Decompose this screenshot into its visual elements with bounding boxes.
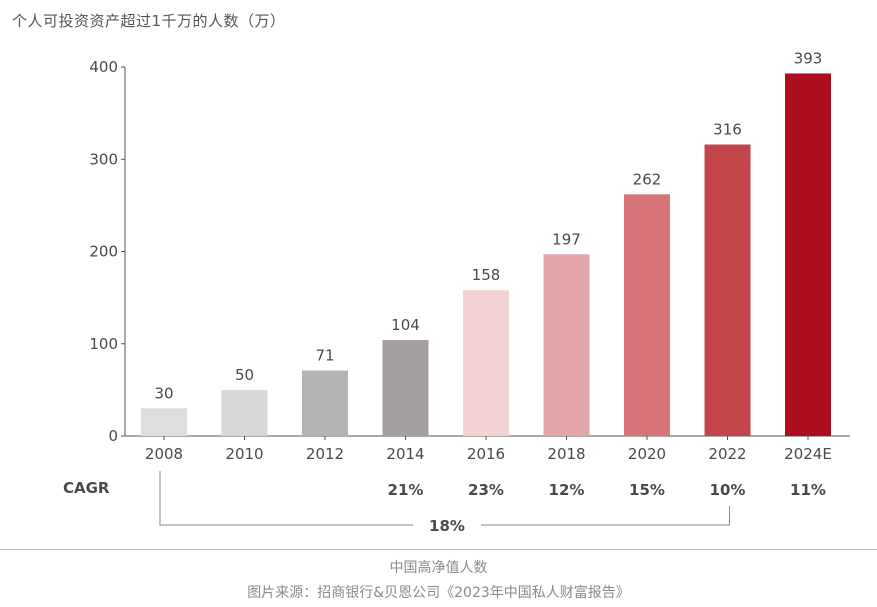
y-tick-label: 0	[108, 427, 118, 445]
x-tick-label: 2014	[386, 445, 424, 463]
bar	[624, 194, 670, 436]
bar-value-label: 104	[391, 316, 420, 334]
cagr-value: 10%	[710, 481, 746, 499]
cagr-value: 21%	[388, 481, 424, 499]
bar-value-label: 50	[235, 366, 254, 384]
bar-value-label: 316	[713, 120, 742, 138]
bar-chart: 0 100 200 300 400 30 2008 50 2010 71 2012 104 2014 21…	[63, 49, 850, 535]
cagr-value: 15%	[629, 481, 665, 499]
bar-value-label: 197	[552, 230, 581, 248]
y-tick-label: 400	[89, 58, 118, 76]
x-tick-label: 2020	[628, 445, 666, 463]
cagr-bracket-right	[481, 506, 730, 526]
bar-value-label: 158	[472, 266, 501, 284]
bar-value-label: 71	[315, 347, 334, 365]
bar-value-label: 393	[794, 49, 823, 67]
y-tick-label: 300	[89, 150, 118, 168]
y-tick-label: 200	[89, 243, 118, 261]
chart-title: 个人可投资资产超过1千万的人数（万）	[12, 12, 286, 30]
bar	[382, 340, 429, 436]
caption-block: 中国高净值人数 图片来源：招商银行&贝恩公司《2023年中国私人财富报告》	[0, 556, 877, 606]
x-tick-label: 2024E	[784, 445, 832, 463]
bar	[302, 370, 348, 436]
cagr-label: CAGR	[63, 479, 110, 497]
divider	[0, 549, 877, 550]
cagr-value: 11%	[790, 481, 826, 499]
figure-caption: 中国高净值人数	[389, 560, 488, 576]
x-tick-label: 2008	[145, 445, 183, 463]
bar	[543, 254, 590, 436]
cagr-value: 23%	[468, 481, 504, 499]
bar	[785, 73, 831, 437]
bar	[704, 144, 751, 437]
x-tick-label: 2022	[708, 445, 746, 463]
bar	[141, 408, 187, 436]
cagr-value: 12%	[549, 481, 585, 499]
x-tick-label: 2016	[467, 445, 505, 463]
bar-value-label: 262	[633, 170, 662, 188]
x-tick-label: 2012	[306, 445, 344, 463]
cagr-overall-value: 18%	[429, 517, 465, 535]
cagr-bracket-left	[159, 471, 413, 526]
figure-source: 图片来源：招商银行&贝恩公司《2023年中国私人财富报告》	[247, 585, 630, 601]
bar	[221, 389, 268, 436]
x-tick-label: 2018	[547, 445, 585, 463]
y-tick-label: 100	[89, 335, 118, 353]
bar	[463, 290, 509, 436]
bar-value-label: 30	[154, 384, 173, 402]
x-tick-label: 2010	[225, 445, 263, 463]
